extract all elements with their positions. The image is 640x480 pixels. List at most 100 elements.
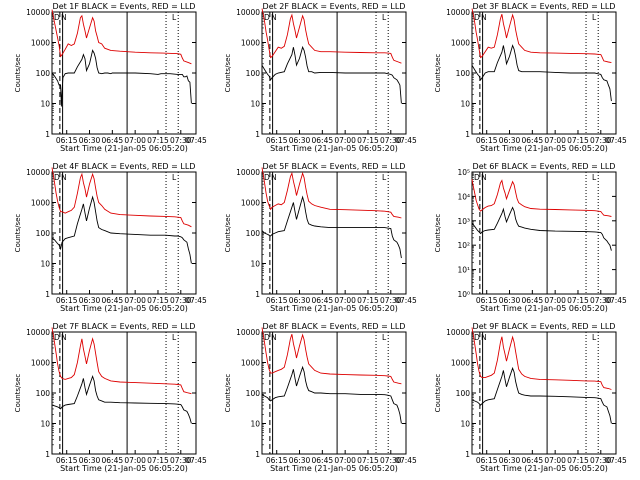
y-tick-label: 10⁰ bbox=[457, 290, 470, 299]
lld-series-line bbox=[51, 167, 192, 228]
x-tick-label: 06:45 bbox=[522, 136, 544, 145]
detector-panel-9: Det 9F BLACK = Events, RED = LLD D N L 1 10 10… bbox=[434, 322, 627, 473]
x-tick-label: 06:45 bbox=[522, 456, 544, 465]
y-tick-label: 10 bbox=[460, 100, 470, 109]
events-series-line bbox=[471, 44, 612, 102]
x-tick-label: 06:45 bbox=[102, 136, 124, 145]
x-tick-label: 06:30 bbox=[499, 456, 521, 465]
x-tick-label: 07:45 bbox=[395, 136, 417, 145]
y-tick-label: 10³ bbox=[457, 217, 470, 226]
corner-label-n: N bbox=[481, 173, 487, 182]
y-tick-label: 1000 bbox=[241, 359, 260, 368]
y-tick-label: 10000 bbox=[236, 8, 260, 17]
corner-label-d: D bbox=[54, 173, 60, 182]
y-axis-label: Counts/sec bbox=[224, 54, 232, 93]
corner-label-l: L bbox=[592, 173, 597, 182]
y-tick-label: 1000 bbox=[241, 39, 260, 48]
detector-panel-8: Det 8F BLACK = Events, RED = LLD D N L 1 10 10… bbox=[224, 322, 417, 473]
x-tick-label: 07:30 bbox=[590, 136, 612, 145]
corner-label-n: N bbox=[61, 13, 67, 22]
x-tick-label: 06:45 bbox=[312, 456, 334, 465]
y-axis-label: Counts/sec bbox=[14, 214, 22, 253]
plot-frame bbox=[51, 331, 197, 455]
y-tick-label: 100 bbox=[246, 69, 261, 78]
corner-label-l: L bbox=[172, 333, 177, 342]
x-tick-label: 06:30 bbox=[79, 296, 101, 305]
detector-panel-6: Det 6F BLACK = Events, RED = LLD D N L 10⁰ 10… bbox=[434, 162, 627, 313]
x-tick-label: 06:15 bbox=[476, 456, 498, 465]
x-tick-label: 06:45 bbox=[102, 296, 124, 305]
x-tick-label: 07:45 bbox=[605, 456, 627, 465]
events-series-line bbox=[51, 375, 192, 424]
y-tick-label: 1000 bbox=[451, 39, 470, 48]
x-tick-label: 07:00 bbox=[124, 136, 146, 145]
y-tick-label: 1000 bbox=[451, 359, 470, 368]
y-tick-label: 100 bbox=[36, 229, 51, 238]
corner-label-d: D bbox=[474, 173, 480, 182]
detector-panel-1: Det 1F BLACK = Events, RED = LLD D N L 1 10 10… bbox=[14, 2, 207, 153]
y-tick-label: 1 bbox=[255, 290, 260, 299]
lld-series-line bbox=[261, 8, 402, 64]
corner-label-n: N bbox=[481, 333, 487, 342]
corner-label-l: L bbox=[172, 13, 177, 22]
x-tick-label: 06:45 bbox=[312, 296, 334, 305]
lld-series-line bbox=[471, 327, 612, 390]
corner-label-l: L bbox=[592, 333, 597, 342]
corner-label-n: N bbox=[61, 333, 67, 342]
x-tick-label: 06:45 bbox=[312, 136, 334, 145]
x-tick-label: 07:45 bbox=[185, 456, 207, 465]
y-tick-label: 100 bbox=[36, 389, 51, 398]
y-tick-label: 1000 bbox=[31, 199, 50, 208]
panel-title: Det 4F BLACK = Events, RED = LLD bbox=[53, 162, 196, 171]
detector-panel-2: Det 2F BLACK = Events, RED = LLD D N L 1 10 10… bbox=[224, 2, 417, 153]
corner-label-l: L bbox=[172, 173, 177, 182]
x-tick-label: 07:00 bbox=[544, 136, 566, 145]
y-axis-label: Counts/sec bbox=[434, 54, 442, 93]
panel-title: Det 9F BLACK = Events, RED = LLD bbox=[473, 322, 616, 331]
x-axis-label: Start Time (21-Jan-05 06:05:20) bbox=[60, 144, 188, 153]
x-tick-label: 06:30 bbox=[499, 296, 521, 305]
y-tick-label: 10¹ bbox=[457, 266, 470, 275]
y-tick-label: 1 bbox=[465, 450, 470, 459]
x-tick-label: 07:00 bbox=[334, 136, 356, 145]
corner-label-d: D bbox=[54, 333, 60, 342]
y-tick-label: 1000 bbox=[241, 199, 260, 208]
detector-panel-7: Det 7F BLACK = Events, RED = LLD D N L 1 10 10… bbox=[14, 322, 207, 473]
panel-title: Det 8F BLACK = Events, RED = LLD bbox=[263, 322, 406, 331]
y-tick-label: 100 bbox=[456, 389, 471, 398]
y-tick-label: 10000 bbox=[26, 8, 50, 17]
x-axis-label: Start Time (21-Jan-05 06:05:20) bbox=[60, 304, 188, 313]
y-tick-label: 10 bbox=[250, 100, 260, 109]
x-tick-label: 07:30 bbox=[170, 136, 192, 145]
x-tick-label: 06:15 bbox=[56, 136, 78, 145]
y-tick-label: 100 bbox=[456, 69, 471, 78]
x-tick-label: 07:15 bbox=[357, 456, 379, 465]
detector-panel-5: Det 5F BLACK = Events, RED = LLD D N L 1 10 10… bbox=[224, 162, 417, 313]
x-tick-label: 06:30 bbox=[79, 456, 101, 465]
x-tick-label: 06:15 bbox=[266, 296, 288, 305]
lld-series-line bbox=[471, 8, 612, 64]
plot-frame bbox=[471, 331, 617, 455]
panel-title: Det 3F BLACK = Events, RED = LLD bbox=[473, 2, 616, 11]
y-tick-label: 10 bbox=[40, 100, 50, 109]
events-series-line bbox=[471, 206, 612, 251]
events-series-line bbox=[51, 195, 192, 264]
y-tick-label: 10² bbox=[457, 241, 470, 250]
x-axis-label: Start Time (21-Jan-05 06:05:20) bbox=[480, 304, 608, 313]
corner-label-n: N bbox=[271, 333, 277, 342]
corner-label-n: N bbox=[271, 13, 277, 22]
x-tick-label: 07:45 bbox=[605, 296, 627, 305]
y-tick-label: 10000 bbox=[446, 8, 470, 17]
x-axis-label: Start Time (21-Jan-05 06:05:20) bbox=[270, 304, 398, 313]
x-tick-label: 07:15 bbox=[567, 456, 589, 465]
x-tick-label: 06:45 bbox=[522, 296, 544, 305]
y-tick-label: 10000 bbox=[26, 168, 50, 177]
y-axis-label: Counts/sec bbox=[224, 214, 232, 253]
x-tick-label: 06:45 bbox=[102, 456, 124, 465]
x-tick-label: 07:15 bbox=[147, 296, 169, 305]
corner-label-n: N bbox=[61, 173, 67, 182]
x-tick-label: 07:30 bbox=[170, 456, 192, 465]
y-tick-label: 1 bbox=[255, 450, 260, 459]
x-tick-label: 06:15 bbox=[56, 296, 78, 305]
